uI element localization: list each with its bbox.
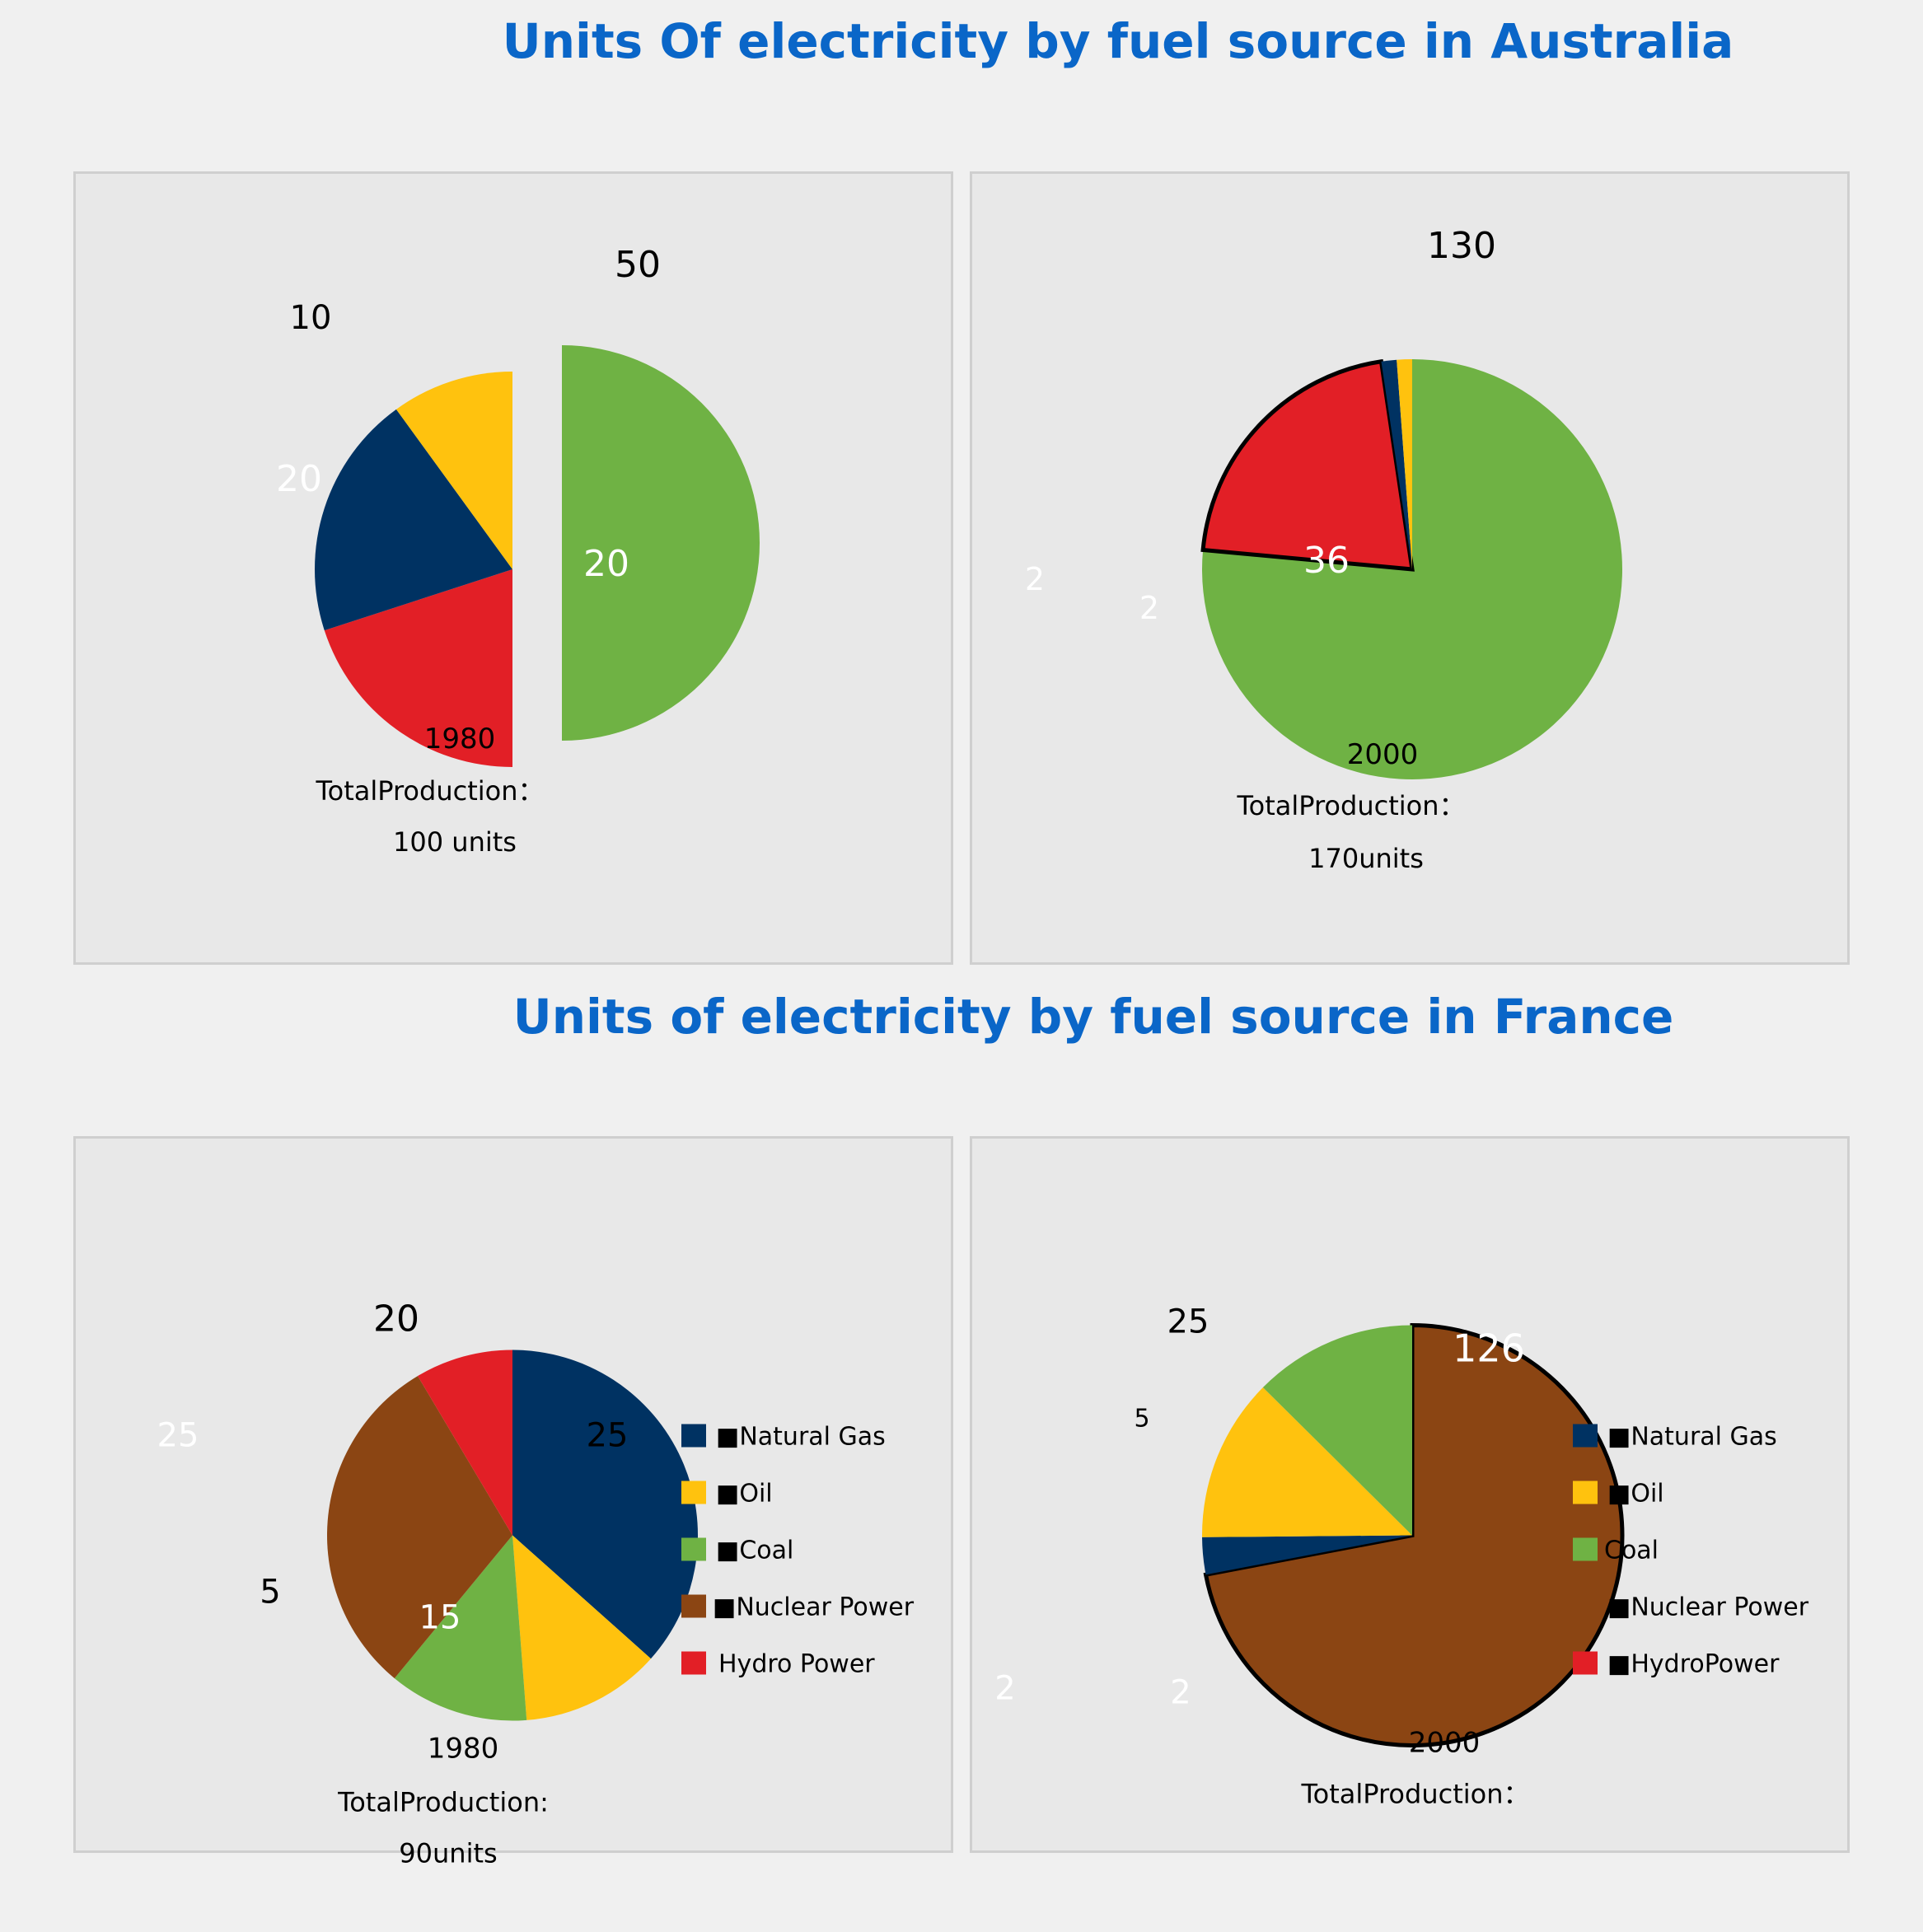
france-2000-pie-panel: 25 126 5 2 2 2000 TotalProduction： ■Natu… — [970, 1136, 1850, 1853]
australia-1980-pie-chart: 50 10 20 20 1980 TotalProduction： 100 un… — [276, 244, 760, 858]
data-label: 20 — [276, 458, 322, 500]
australia-2000-pie-panel: 130 36 2 2 2000 TotalProduction： 170unit… — [970, 171, 1850, 965]
pie-slice-hydro-power — [324, 569, 512, 767]
legend-swatch-nuclear — [681, 1594, 706, 1618]
pie-slice-hydro-power — [1200, 358, 1415, 572]
legend-label: ■HydroPower — [1607, 1650, 1780, 1679]
pie-slice-coal — [562, 345, 760, 741]
data-label: 36 — [1303, 540, 1350, 582]
data-label: 25 — [587, 1417, 629, 1455]
australia-section-title: Units Of electricity by fuel source in A… — [502, 13, 1734, 69]
legend-label: ■Oil — [716, 1480, 773, 1509]
legend-swatch-hydro — [1573, 1651, 1598, 1675]
year-label: 1980 — [428, 1733, 499, 1766]
total-production-label: TotalProduction： — [1237, 790, 1466, 821]
data-label: 25 — [157, 1417, 199, 1455]
total-production-label: TotalProduction: — [337, 1787, 549, 1818]
total-production-label: TotalProduction： — [1301, 1779, 1530, 1810]
france-2000-pie-chart: 25 126 5 2 2 2000 TotalProduction： ■Natu… — [994, 1303, 1809, 1810]
data-label: 10 — [290, 299, 332, 337]
data-label: 130 — [1427, 225, 1496, 267]
legend-label: ■Coal — [716, 1537, 793, 1565]
pie-slice-oil — [1397, 359, 1412, 569]
data-label: 20 — [583, 543, 629, 585]
data-label: 2 — [1170, 1674, 1191, 1712]
pie-slice-nuclear-power — [326, 1376, 512, 1679]
pie-slice-natural-gas — [512, 1350, 698, 1659]
pie-slice-coal — [1262, 1325, 1412, 1536]
legend: ■Natural Gas ■Oil ■Coal ■Nuclear Power H… — [681, 1423, 915, 1679]
data-label: 126 — [1453, 1326, 1525, 1371]
data-label: 20 — [373, 1298, 419, 1340]
legend-swatch-oil — [1573, 1481, 1598, 1504]
pie-slices — [315, 345, 760, 767]
australia-2000-pie-chart: 130 36 2 2 2000 TotalProduction： 170unit… — [1025, 225, 1622, 874]
legend-label: ■Nuclear Power — [713, 1593, 915, 1622]
france-section-title: Units of electricity by fuel source in F… — [512, 989, 1674, 1045]
data-label: 15 — [419, 1599, 461, 1637]
australia-1980-pie-panel: 50 10 20 20 1980 TotalProduction： 100 un… — [73, 171, 953, 965]
pie-slice-oil — [1202, 1387, 1412, 1537]
data-label: 2 — [994, 1670, 1015, 1708]
pie-slice-coal — [394, 1535, 527, 1721]
legend-label: Hydro Power — [718, 1650, 875, 1679]
data-label: 5 — [260, 1574, 280, 1612]
year-label: 2000 — [1409, 1727, 1481, 1760]
total-production-value: 170units — [1308, 843, 1424, 874]
pie-slices — [326, 1350, 698, 1721]
data-label: 25 — [1167, 1303, 1209, 1341]
france-1980-pie-chart: 20 25 25 5 15 1980 TotalProduction: 90un… — [157, 1298, 915, 1869]
data-label: 50 — [615, 244, 661, 286]
pie-slice-oil — [512, 1535, 651, 1720]
legend-label: ■Oil — [1607, 1480, 1664, 1509]
legend-swatch-hydro — [681, 1651, 706, 1675]
data-label: 5 — [1134, 1405, 1149, 1434]
pie-slices — [1200, 358, 1622, 780]
total-production-value: 100 units — [393, 826, 517, 858]
france-1980-pie-panel: 20 25 25 5 15 1980 TotalProduction: 90un… — [73, 1136, 953, 1869]
pie-slices — [1202, 1322, 1625, 1747]
year-label: 1980 — [424, 723, 496, 755]
legend-swatch-oil — [681, 1481, 706, 1504]
legend-label: ■Nuclear Power — [1607, 1593, 1809, 1622]
legend: ■Natural Gas ■Oil Coal ■Nuclear Power ■H… — [1573, 1423, 1809, 1679]
legend-label: ■Natural Gas — [1607, 1423, 1777, 1452]
pie-slice-oil — [395, 372, 512, 569]
total-production-label: TotalProduction： — [316, 775, 545, 807]
total-production-value: 90units — [399, 1838, 497, 1869]
data-label: 2 — [1139, 590, 1159, 626]
legend-label: Coal — [1604, 1537, 1659, 1565]
legend-swatch-coal — [681, 1537, 706, 1561]
pie-slice-hydro-power — [418, 1350, 512, 1536]
legend-swatch-coal — [1573, 1537, 1598, 1561]
legend-label: ■Natural Gas — [716, 1423, 886, 1452]
pie-slice-natural-gas — [1202, 1535, 1412, 1575]
legend-swatch-natural-gas — [1573, 1424, 1598, 1448]
legend-swatch-natural-gas — [681, 1424, 706, 1448]
data-label: 2 — [1025, 561, 1045, 597]
pie-slice-natural-gas — [315, 409, 512, 631]
year-label: 2000 — [1347, 738, 1419, 771]
pie-slice-natural-gas — [1381, 359, 1412, 569]
